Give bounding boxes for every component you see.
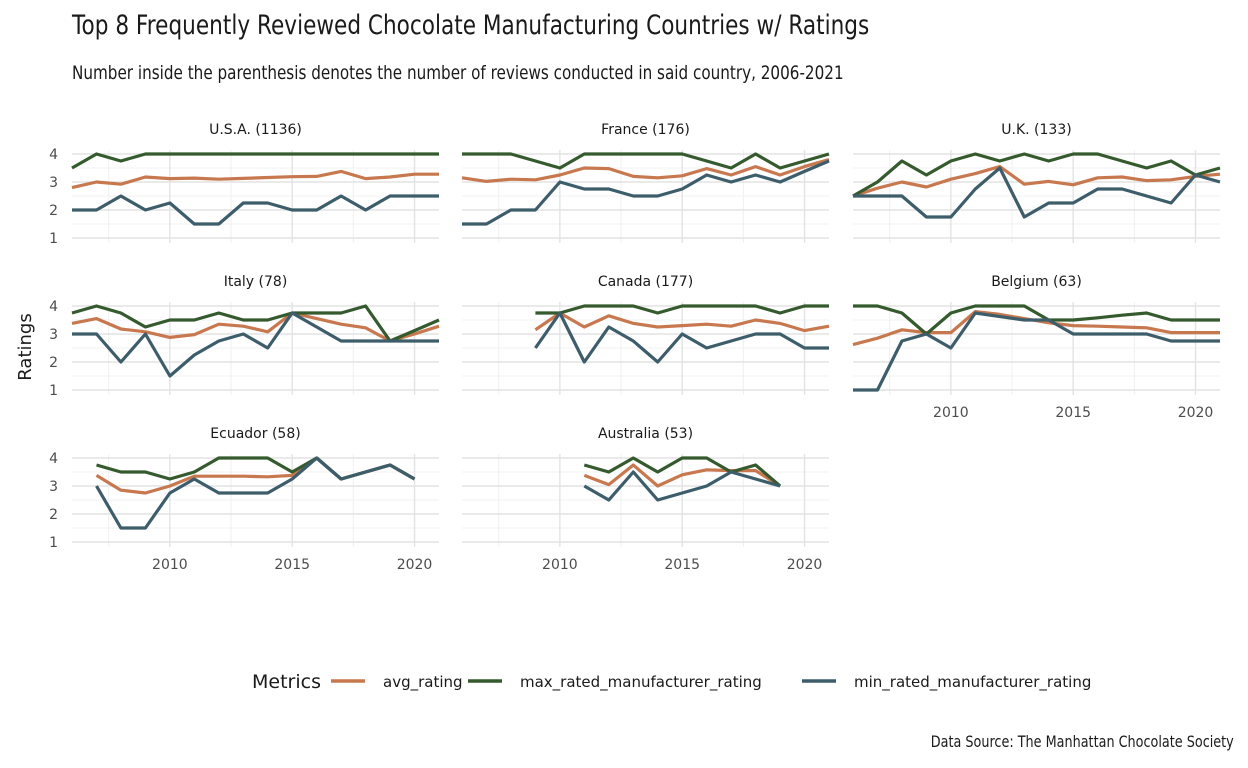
series-line-max-rated-manufacturer-rating bbox=[71, 152, 439, 170]
series-line-max-rated-manufacturer-rating bbox=[853, 304, 1220, 336]
facet-title: Belgium (63) bbox=[991, 274, 1082, 290]
x-tick-label: 2015 bbox=[1055, 405, 1091, 421]
series-line-avg-rating bbox=[461, 158, 830, 183]
series-line-max-rated-manufacturer-rating bbox=[852, 152, 1221, 198]
series-line-min-rated-manufacturer-rating bbox=[72, 311, 439, 378]
y-tick-label: 3 bbox=[49, 327, 58, 343]
y-axis-label: Ratings bbox=[15, 313, 36, 380]
x-tick-label: 2020 bbox=[787, 557, 823, 573]
facet-title: U.K. (133) bbox=[1001, 122, 1071, 138]
legend-item-label: max_rated_manufacturer_rating bbox=[520, 673, 762, 692]
x-tick-label: 2010 bbox=[152, 557, 188, 573]
facet-title: France (176) bbox=[601, 122, 690, 138]
y-tick-label: 3 bbox=[49, 479, 58, 495]
facet-panel-france: France (176) bbox=[461, 122, 830, 243]
facet-title: Australia (53) bbox=[598, 426, 693, 442]
x-tick-label: 2010 bbox=[933, 405, 969, 421]
series-line-avg-rating bbox=[71, 311, 440, 343]
facet-panel-uk: U.K. (133) bbox=[852, 122, 1221, 243]
x-tick-label: 2010 bbox=[542, 557, 578, 573]
legend-title: Metrics bbox=[252, 671, 321, 693]
series-line-min-rated-manufacturer-rating bbox=[72, 194, 439, 226]
series-line-min-rated-manufacturer-rating bbox=[853, 166, 1221, 219]
series-line-max-rated-manufacturer-rating bbox=[583, 456, 782, 488]
series-line-avg-rating bbox=[534, 311, 830, 333]
y-tick-label: 2 bbox=[49, 507, 58, 523]
facet-title: U.S.A. (1136) bbox=[209, 122, 302, 138]
y-tick-label: 1 bbox=[49, 383, 58, 399]
series-line-avg-rating bbox=[852, 165, 1221, 198]
series-line-min-rated-manufacturer-rating bbox=[853, 311, 1220, 392]
x-tick-label: 2015 bbox=[274, 557, 310, 573]
y-tick-label: 3 bbox=[49, 175, 58, 191]
facet-panel-ecuador: Ecuador (58) 1 2 3 4 2010 2015 2020 bbox=[49, 426, 439, 573]
series-line-max-rated-manufacturer-rating bbox=[462, 152, 830, 170]
facet-title: Canada (177) bbox=[598, 274, 693, 290]
facet-title: Italy (78) bbox=[224, 274, 288, 290]
series-line-min-rated-manufacturer-rating bbox=[583, 470, 781, 502]
series-line-avg-rating bbox=[71, 169, 439, 190]
series-line-min-rated-manufacturer-rating bbox=[534, 311, 829, 364]
series-line-max-rated-manufacturer-rating bbox=[71, 304, 440, 343]
y-tick-label: 1 bbox=[49, 535, 58, 551]
legend-item-label: min_rated_manufacturer_rating bbox=[854, 673, 1091, 692]
legend-item-label: avg_rating bbox=[383, 673, 463, 692]
series-line-avg-rating bbox=[583, 463, 781, 488]
facet-panel-usa: U.S.A. (1136) 1 2 3 4 bbox=[49, 122, 439, 247]
y-tick-label: 4 bbox=[49, 299, 58, 315]
facet-panel-italy: Italy (78) 1 2 3 4 bbox=[49, 274, 440, 399]
facet-panel-belgium: Belgium (63) 2010 2015 2020 bbox=[852, 274, 1220, 421]
y-tick-label: 1 bbox=[49, 231, 58, 247]
chart-subtitle: Number inside the parenthesis denotes th… bbox=[72, 62, 844, 84]
facet-panel-australia: Australia (53) 2010 2015 2020 bbox=[462, 426, 829, 573]
facet-title: Ecuador (58) bbox=[210, 426, 300, 442]
x-tick-label: 2015 bbox=[664, 557, 700, 573]
x-tick-label: 2020 bbox=[397, 557, 433, 573]
data-source-caption: Data Source: The Manhattan Chocolate Soc… bbox=[931, 732, 1234, 751]
y-tick-label: 4 bbox=[49, 451, 58, 467]
chart-title: Top 8 Frequently Reviewed Chocolate Manu… bbox=[72, 10, 870, 41]
y-tick-label: 4 bbox=[49, 147, 58, 163]
x-tick-label: 2020 bbox=[1178, 405, 1214, 421]
y-tick-label: 2 bbox=[49, 203, 58, 219]
series-line-max-rated-manufacturer-rating bbox=[535, 304, 829, 315]
series-line-min-rated-manufacturer-rating bbox=[462, 159, 830, 226]
facet-panels: U.S.A. (1136) 1 2 3 4 France (176) U.K. (133) I… bbox=[49, 122, 1221, 573]
y-tick-label: 2 bbox=[49, 355, 58, 371]
series-line-avg-rating bbox=[95, 456, 416, 495]
legend: Metrics avg_rating max_rated_manufacturer_… bbox=[252, 671, 1091, 693]
facet-panel-canada: Canada (177) bbox=[462, 274, 830, 395]
series-line-min-rated-manufacturer-rating bbox=[95, 456, 416, 530]
